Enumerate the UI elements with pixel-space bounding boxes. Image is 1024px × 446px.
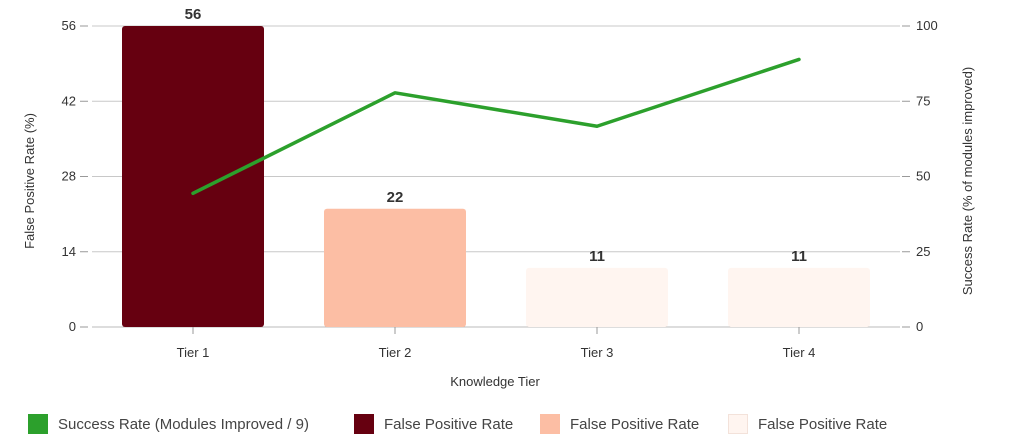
- legend-item: False Positive Rate: [354, 414, 513, 434]
- legend-swatch: [28, 414, 48, 434]
- bar-value-label: 11: [791, 248, 807, 265]
- right-axis-ticks: 0 25 50 75 100: [902, 18, 938, 334]
- bar-value-labels: 56 22 11 11: [185, 6, 807, 265]
- left-tick-label: 14: [62, 244, 76, 259]
- left-tick-label: 0: [69, 319, 76, 334]
- legend-label: False Positive Rate: [384, 415, 514, 433]
- left-axis-label: False Positive Rate (%): [22, 113, 37, 249]
- bar: [526, 267, 668, 327]
- legend-item: Success Rate (Modules Improved / 9): [28, 414, 309, 434]
- right-tick-label: 25: [916, 244, 930, 259]
- legend-label: False Positive Rate: [570, 415, 700, 433]
- bar-value-label: 11: [589, 248, 605, 265]
- legend-label: False Positive Rate: [758, 415, 888, 433]
- left-tick-label: 56: [62, 18, 76, 33]
- right-tick-label: 50: [916, 169, 930, 184]
- left-tick-label: 28: [62, 169, 76, 184]
- x-tick-label: Tier 1: [177, 345, 210, 360]
- x-axis-label: Knowledge Tier: [450, 374, 540, 389]
- right-tick-label: 75: [916, 93, 930, 108]
- right-axis-label: Success Rate (% of modules improved): [960, 67, 975, 295]
- bar-value-label: 56: [185, 6, 202, 23]
- success-rate-line: [191, 57, 801, 196]
- x-axis-ticks: Tier 1 Tier 2 Tier 3 Tier 4: [177, 327, 816, 360]
- legend-label: Success Rate (Modules Improved / 9): [58, 415, 309, 433]
- legend: Success Rate (Modules Improved / 9) False…: [0, 410, 1024, 440]
- bar: [728, 267, 870, 327]
- legend-swatch: [728, 414, 748, 434]
- x-tick-label: Tier 2: [379, 345, 412, 360]
- left-axis-ticks: 0 14 28 42 56: [62, 18, 88, 334]
- right-tick-label: 0: [916, 319, 923, 334]
- right-tick-label: 100: [916, 18, 938, 33]
- left-tick-label: 42: [62, 93, 76, 108]
- legend-swatch: [540, 414, 560, 434]
- x-tick-label: Tier 4: [783, 345, 816, 360]
- legend-item: False Positive Rate: [540, 414, 699, 434]
- legend-swatch: [354, 414, 374, 434]
- x-tick-label: Tier 3: [581, 345, 614, 360]
- bar: [122, 26, 264, 327]
- success-rate-line-group: [191, 57, 801, 196]
- bar-value-label: 22: [387, 189, 404, 206]
- bar: [324, 208, 466, 327]
- legend-item: False Positive Rate: [728, 414, 887, 434]
- bars: [122, 26, 870, 327]
